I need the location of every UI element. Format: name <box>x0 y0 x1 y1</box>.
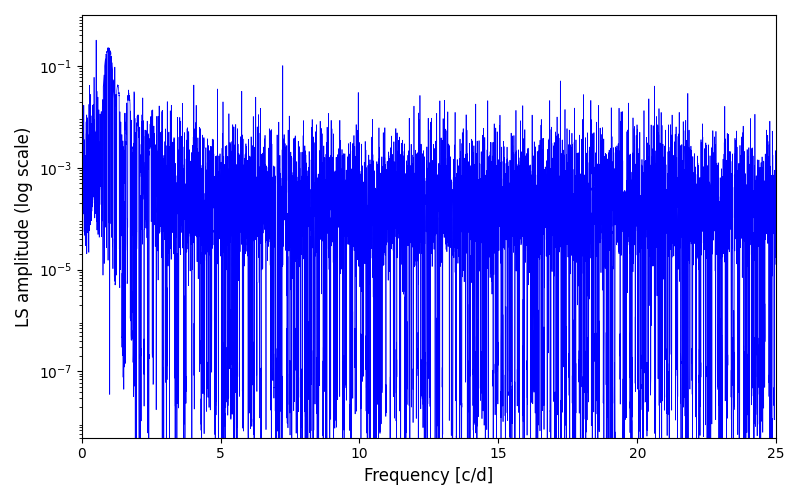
X-axis label: Frequency [c/d]: Frequency [c/d] <box>364 467 494 485</box>
Y-axis label: LS amplitude (log scale): LS amplitude (log scale) <box>15 126 33 326</box>
